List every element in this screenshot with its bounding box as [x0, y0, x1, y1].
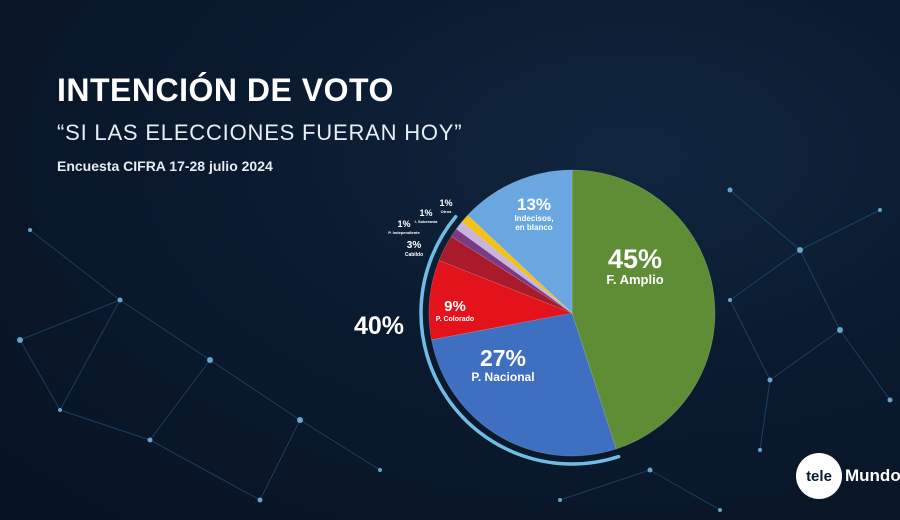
logo-text: Mundo [845, 466, 900, 485]
pie-slice-cabildo [438, 235, 573, 314]
slice-name-p-nacional: P. Nacional [471, 370, 534, 384]
slice-value-otros: 1% [439, 198, 452, 208]
slice-name-p-colorado: P. Colorado [436, 316, 474, 323]
slice-name-i-soberan-a: I. Soberanía [415, 219, 438, 224]
slice-name-cabildo: Cabildo [405, 252, 423, 258]
pie-slice-p-colorado [428, 259, 574, 341]
logo-circle: tele [796, 453, 842, 499]
pie-slice-f-amplio [571, 169, 716, 450]
telemundo-logo: tele Mundo [796, 452, 900, 500]
slice-value-f-amplio: 45% [608, 244, 662, 274]
group-arc [419, 214, 621, 466]
group-total-label: 40% [354, 312, 404, 340]
survey-source: Encuesta CIFRA 17-28 julio 2024 [57, 158, 273, 174]
slice-value-p-independiente: 1% [397, 219, 410, 229]
slice-name-p-independiente: P. Independiente [388, 230, 420, 235]
slice-value-p-nacional: 27% [480, 345, 526, 371]
chart-title: INTENCIÓN DE VOTO [57, 72, 394, 108]
pie-slice-otros [461, 214, 573, 314]
slice-value-cabildo: 3% [407, 240, 422, 251]
chart-subtitle: “SI LAS ELECCIONES FUERAN HOY” [57, 120, 463, 145]
pie-slice-p-nacional [431, 312, 617, 457]
slice-name-otros: Otros [441, 209, 452, 214]
slice-name-indecisos-en-blanco: Indecisos, [514, 214, 553, 223]
slice-value-p-colorado: 9% [444, 298, 466, 315]
pie-slice-i-soberan-a [455, 221, 573, 314]
slice-name-f-amplio: F. Amplio [606, 272, 663, 287]
slice-name-indecisos-en-blanco: en blanco [515, 223, 552, 232]
slice-value-i-soberan-a: 1% [419, 208, 432, 218]
pie-slice-indecisos-en-blanco [467, 169, 573, 314]
slice-value-indecisos-en-blanco: 13% [517, 195, 551, 214]
pie-slice-p-independiente [450, 228, 573, 314]
